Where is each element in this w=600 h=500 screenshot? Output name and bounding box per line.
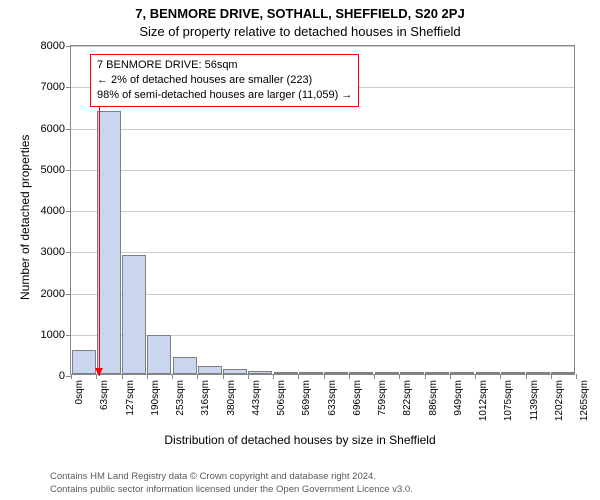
gridline xyxy=(71,294,574,295)
xtick-mark xyxy=(324,374,325,379)
histogram-bar xyxy=(248,371,272,374)
annotation-box: 7 BENMORE DRIVE: 56sqm ← 2% of detached … xyxy=(90,54,359,107)
ytick-label: 1000 xyxy=(41,329,65,341)
xtick-label: 1139sqm xyxy=(529,380,540,420)
xtick-label: 506sqm xyxy=(276,380,287,416)
page-title-1: 7, BENMORE DRIVE, SOTHALL, SHEFFIELD, S2… xyxy=(0,6,600,21)
ytick-mark xyxy=(66,46,71,47)
ytick-mark xyxy=(66,211,71,212)
histogram-bar xyxy=(223,369,247,374)
histogram-bar xyxy=(476,372,500,374)
xtick-label: 886sqm xyxy=(428,380,439,416)
ytick-label: 2000 xyxy=(41,288,65,300)
ytick-mark xyxy=(66,252,71,253)
ytick-label: 3000 xyxy=(41,246,65,258)
gridline xyxy=(71,129,574,130)
xtick-label: 949sqm xyxy=(453,380,464,416)
histogram-bar xyxy=(72,350,96,374)
xtick-mark xyxy=(248,374,249,379)
xtick-label: 759sqm xyxy=(377,380,388,416)
xtick-label: 696sqm xyxy=(352,380,363,416)
ytick-label: 0 xyxy=(59,370,65,382)
ytick-mark xyxy=(66,87,71,88)
ytick-mark xyxy=(66,170,71,171)
xtick-mark xyxy=(122,374,123,379)
xtick-label: 443sqm xyxy=(251,380,262,416)
ytick-mark xyxy=(66,335,71,336)
xtick-mark xyxy=(172,374,173,379)
xtick-label: 127sqm xyxy=(125,380,136,416)
annotation-line-2: ← 2% of detached houses are smaller (223… xyxy=(97,73,352,88)
xtick-mark xyxy=(298,374,299,379)
histogram-bar xyxy=(147,335,171,374)
footer-line-2: Contains public sector information licen… xyxy=(50,484,592,496)
histogram-bar xyxy=(526,372,550,374)
histogram-bar xyxy=(299,372,323,374)
xtick-mark xyxy=(475,374,476,379)
histogram-bar xyxy=(375,372,399,374)
annotation-line-3: 98% of semi-detached houses are larger (… xyxy=(97,88,352,103)
histogram-bar xyxy=(450,372,474,374)
gridline xyxy=(71,211,574,212)
xtick-mark xyxy=(273,374,274,379)
histogram-bar xyxy=(425,372,449,374)
xtick-label: 633sqm xyxy=(327,380,338,416)
xtick-mark xyxy=(425,374,426,379)
ytick-mark xyxy=(66,129,71,130)
gridline xyxy=(71,170,574,171)
xtick-label: 63sqm xyxy=(99,380,110,410)
histogram-bar xyxy=(501,372,525,374)
histogram-bar xyxy=(349,372,373,374)
xtick-label: 190sqm xyxy=(150,380,161,416)
xtick-mark xyxy=(399,374,400,379)
ytick-label: 4000 xyxy=(41,205,65,217)
xtick-label: 1265sqm xyxy=(579,380,590,421)
y-axis-label: Number of detached properties xyxy=(18,135,32,300)
xtick-mark xyxy=(374,374,375,379)
position-marker xyxy=(99,101,100,376)
histogram-bar xyxy=(173,357,197,374)
histogram-bar xyxy=(324,372,348,374)
xtick-label: 0sqm xyxy=(74,380,85,404)
ytick-label: 6000 xyxy=(41,123,65,135)
xtick-mark xyxy=(526,374,527,379)
xtick-mark xyxy=(71,374,72,379)
chart-container: 7, BENMORE DRIVE, SOTHALL, SHEFFIELD, S2… xyxy=(0,0,600,500)
xtick-mark xyxy=(147,374,148,379)
x-axis-label: Distribution of detached houses by size … xyxy=(0,433,600,447)
histogram-bar xyxy=(97,111,121,374)
histogram-bar xyxy=(122,255,146,374)
gridline xyxy=(71,252,574,253)
histogram-bar xyxy=(274,372,298,374)
xtick-label: 822sqm xyxy=(402,380,413,416)
xtick-mark xyxy=(349,374,350,379)
xtick-label: 1012sqm xyxy=(478,380,489,421)
histogram-bar xyxy=(551,372,575,374)
ytick-label: 8000 xyxy=(41,40,65,52)
xtick-mark xyxy=(576,374,577,379)
xtick-label: 1202sqm xyxy=(554,380,565,421)
xtick-label: 316sqm xyxy=(200,380,211,416)
histogram-bar xyxy=(400,372,424,374)
page-title-2: Size of property relative to detached ho… xyxy=(0,24,600,39)
ytick-label: 5000 xyxy=(41,164,65,176)
ytick-label: 7000 xyxy=(41,81,65,93)
xtick-label: 380sqm xyxy=(226,380,237,416)
ytick-mark xyxy=(66,294,71,295)
annotation-line-1: 7 BENMORE DRIVE: 56sqm xyxy=(97,58,352,73)
xtick-mark xyxy=(223,374,224,379)
footer: Contains HM Land Registry data © Crown c… xyxy=(50,471,592,496)
xtick-mark xyxy=(450,374,451,379)
xtick-mark xyxy=(551,374,552,379)
footer-line-1: Contains HM Land Registry data © Crown c… xyxy=(50,471,592,483)
xtick-mark xyxy=(500,374,501,379)
histogram-bar xyxy=(198,366,222,374)
xtick-label: 569sqm xyxy=(301,380,312,416)
gridline xyxy=(71,46,574,47)
xtick-label: 1075sqm xyxy=(503,380,514,421)
xtick-mark xyxy=(197,374,198,379)
xtick-label: 253sqm xyxy=(175,380,186,416)
